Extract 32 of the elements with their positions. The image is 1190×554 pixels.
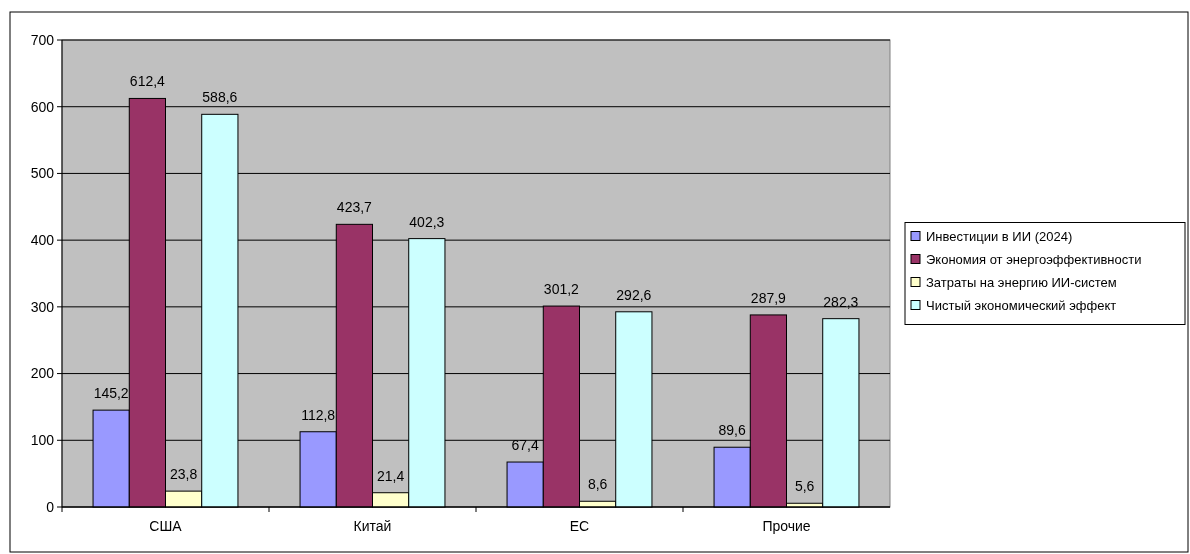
y-tick-label: 400 xyxy=(30,232,55,249)
data-label: 112,8 xyxy=(301,406,336,423)
data-label: 301,2 xyxy=(543,281,580,298)
y-tick-label: 200 xyxy=(30,365,55,382)
legend-label: Затраты на энергию ИИ-систем xyxy=(926,275,1117,291)
data-label: 21,4 xyxy=(376,467,405,484)
data-label: 423,7 xyxy=(336,199,373,216)
y-tick-label: 700 xyxy=(30,31,55,48)
data-label: 23,8 xyxy=(169,466,198,483)
y-tick-label: 300 xyxy=(30,298,55,315)
x-tick-label: ЕС xyxy=(569,518,590,534)
y-tick-label: 0 xyxy=(46,498,55,515)
data-label: 402,3 xyxy=(409,213,445,230)
legend-label: Экономия от энергоэффективности xyxy=(926,252,1142,268)
y-tick-label: 500 xyxy=(30,165,55,182)
data-label: 8,6 xyxy=(587,476,608,493)
x-tick-label: США xyxy=(149,518,183,534)
x-tick-label: Китай xyxy=(353,518,392,534)
data-label: 282,3 xyxy=(823,293,859,310)
legend-label: Инвестиции в ИИ (2024) xyxy=(926,229,1073,245)
data-label: 292,6 xyxy=(616,286,652,303)
data-label: 89,6 xyxy=(718,422,746,439)
data-label: 67,4 xyxy=(511,437,539,454)
data-label: 588,6 xyxy=(202,89,238,106)
data-label: 5,6 xyxy=(794,478,815,495)
x-tick-label: Прочие xyxy=(762,518,811,534)
y-tick-label: 600 xyxy=(30,98,55,115)
data-label: 287,9 xyxy=(750,289,787,306)
data-label: 612,4 xyxy=(129,73,166,90)
legend-label: Чистый экономический эффект xyxy=(926,298,1117,314)
y-tick-label: 100 xyxy=(30,432,55,449)
data-label: 145,2 xyxy=(93,385,129,402)
